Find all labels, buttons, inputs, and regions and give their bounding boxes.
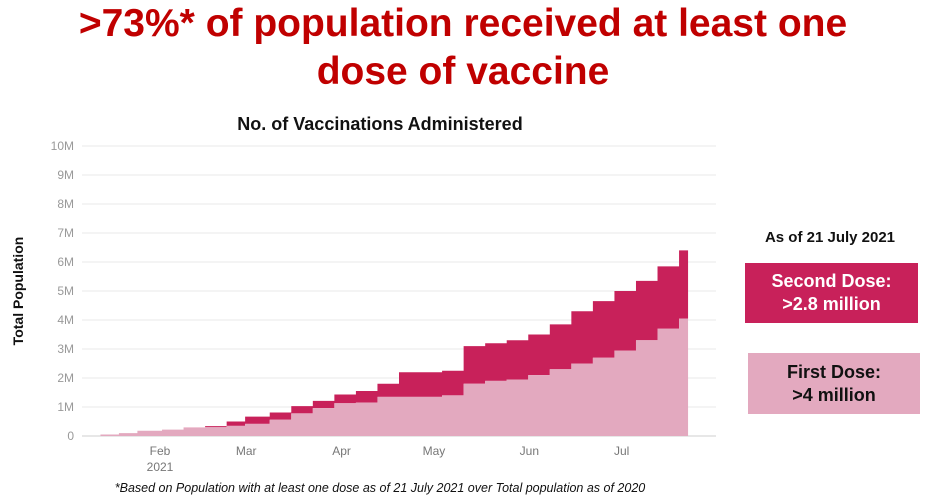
x-tick-label: Jun <box>520 444 539 458</box>
as-of-date: As of 21 July 2021 <box>764 229 896 246</box>
second-dose-value: >2.8 million <box>782 294 881 314</box>
second-dose-area <box>82 250 689 436</box>
y-tick-label: 2M <box>57 371 74 385</box>
y-tick-labels: 0 1M 2M 3M 4M 5M 6M 7M 8M 9M 10M <box>51 139 75 443</box>
first-dose-title: First Dose: <box>786 361 882 382</box>
y-tick-label: 5M <box>57 284 74 298</box>
y-tick-label: 3M <box>57 342 74 356</box>
y-tick-label: 9M <box>57 168 74 182</box>
y-tick-label: 1M <box>57 400 74 414</box>
second-dose-title: Second Dose: <box>771 271 892 291</box>
x-tick-label: May <box>423 444 446 458</box>
footnote: *Based on Population with at least one d… <box>114 481 646 495</box>
first-dose-area <box>82 318 689 436</box>
y-tick-label: 0 <box>67 429 74 443</box>
x-tick-label: Apr <box>332 444 351 458</box>
y-tick-label: 7M <box>57 226 74 240</box>
headline-line-2: dose of vaccine <box>316 50 610 93</box>
x-tick-sublabel: 2021 <box>147 460 174 474</box>
headline-line-1: >73%* of population received at least on… <box>78 2 848 45</box>
y-tick-label: 4M <box>57 313 74 327</box>
y-tick-label: 10M <box>51 139 74 153</box>
y-tick-label: 8M <box>57 197 74 211</box>
x-tick-labels: Feb 2021 Mar Apr May Jun Jul <box>147 444 630 474</box>
x-tick-label: Mar <box>236 444 257 458</box>
headline: >73%* of population received at least on… <box>0 0 926 96</box>
y-tick-label: 6M <box>57 255 74 269</box>
vaccination-chart: 0 1M 2M 3M 4M 5M 6M 7M 8M 9M 10M Feb 2021 Mar Apr May J… <box>51 139 716 474</box>
first-dose-box: First Dose: >4 million <box>748 353 920 414</box>
x-tick-label: Feb <box>150 444 171 458</box>
x-tick-label: Jul <box>614 444 629 458</box>
first-dose-value: >4 million <box>792 384 876 405</box>
second-dose-box: Second Dose: >2.8 million <box>745 263 918 323</box>
chart-title: No. of Vaccinations Administered <box>237 114 523 134</box>
area-series <box>82 250 689 436</box>
